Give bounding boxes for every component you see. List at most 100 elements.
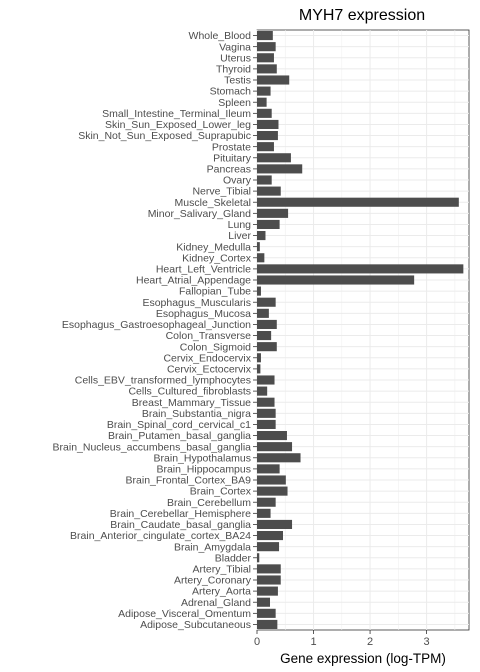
bar [257, 208, 289, 218]
bar [257, 153, 291, 163]
bar [257, 364, 261, 374]
bar [257, 64, 277, 74]
category-label: Fallopian_Tube [179, 286, 251, 298]
bar [257, 542, 280, 552]
bar [257, 331, 272, 341]
category-label: Bladder [215, 552, 252, 564]
bar [257, 197, 459, 207]
bar [257, 164, 303, 174]
bar [257, 319, 277, 329]
bar [257, 308, 269, 318]
category-label: Brain_Nucleus_accumbens_basal_ganglia [53, 441, 252, 453]
category-label: Cells_Cultured_fibroblasts [128, 386, 251, 398]
category-label: Esophagus_Gastroesophageal_Junction [62, 319, 251, 331]
category-label: Esophagus_Mucosa [156, 308, 251, 320]
category-label: Brain_Spinal_cord_cervical_c1 [107, 419, 251, 431]
category-label: Skin_Sun_Exposed_Lower_leg [105, 119, 251, 131]
bar [257, 86, 271, 96]
category-label: Adrenal_Gland [181, 597, 251, 609]
category-label: Brain_Cerebellar_Hemisphere [110, 508, 251, 520]
bar [257, 597, 271, 607]
category-label: Whole_Blood [189, 30, 252, 42]
bar [257, 453, 301, 463]
bar [257, 586, 278, 596]
bar [257, 253, 265, 263]
bar [257, 31, 273, 41]
x-tick-label: 3 [424, 636, 430, 648]
category-label: Ovary [223, 175, 252, 187]
bars [257, 31, 464, 629]
bar [257, 264, 464, 274]
category-labels: Whole_BloodVaginaUterusThyroidTestisStom… [53, 30, 257, 631]
bar [257, 442, 293, 452]
x-tick-label: 1 [310, 636, 316, 648]
bar [257, 42, 276, 52]
category-label: Heart_Atrial_Appendage [136, 275, 251, 287]
bar [257, 608, 276, 618]
category-label: Brain_Substantia_nigra [142, 408, 251, 420]
category-label: Esophagus_Muscularis [142, 297, 251, 309]
bar [257, 531, 284, 541]
category-label: Pancreas [207, 163, 251, 175]
bar [257, 475, 286, 485]
category-label: Brain_Hippocampus [156, 463, 251, 475]
x-tick-label: 2 [367, 636, 373, 648]
bar [257, 497, 276, 507]
category-label: Brain_Hypothalamus [154, 452, 251, 464]
category-label: Lung [228, 219, 252, 231]
category-label: Kidney_Medulla [176, 241, 251, 253]
category-label: Heart_Left_Ventricle [156, 263, 251, 275]
bar [257, 142, 274, 152]
bar [257, 75, 290, 85]
category-label: Brain_Cortex [190, 486, 252, 498]
category-label: Brain_Anterior_cingulate_cortex_BA24 [70, 530, 251, 542]
bar [257, 108, 272, 118]
category-label: Brain_Amygdala [174, 541, 251, 553]
category-label: Artery_Coronary [174, 575, 252, 587]
bar [257, 408, 276, 418]
category-label: Brain_Frontal_Cortex_BA9 [126, 475, 252, 487]
category-label: Uterus [220, 52, 251, 64]
bar [257, 619, 278, 629]
category-label: Skin_Not_Sun_Exposed_Suprapubic [78, 130, 251, 142]
category-label: Brain_Caudate_basal_ganglia [110, 519, 251, 531]
category-label: Nerve_Tibial [192, 186, 251, 198]
bar [257, 486, 288, 496]
category-label: Small_Intestine_Terminal_Ileum [102, 108, 251, 120]
bar [257, 519, 293, 529]
bar [257, 397, 275, 407]
bar [257, 419, 276, 429]
bar [257, 353, 261, 363]
category-label: Cervix_Ectocervix [167, 363, 252, 375]
category-label: Adipose_Visceral_Omentum [118, 608, 251, 620]
bar [257, 286, 261, 296]
bar [257, 231, 266, 241]
bar [257, 119, 279, 129]
x-tick-label: 0 [254, 636, 260, 648]
bar [257, 464, 280, 474]
bar [257, 219, 280, 229]
bar [257, 275, 415, 285]
x-axis-ticks: 0 1 2 3 [254, 630, 430, 648]
category-label: Artery_Aorta [192, 586, 251, 598]
bar [257, 431, 287, 441]
category-label: Thyroid [216, 63, 251, 75]
bar [257, 242, 260, 252]
category-label: Prostate [212, 141, 251, 153]
category-label: Spleen [218, 97, 251, 109]
category-label: Breast_Mammary_Tissue [132, 397, 251, 409]
category-label: Testis [224, 75, 251, 87]
bar [257, 297, 276, 307]
category-label: Brain_Cerebellum [167, 497, 251, 509]
category-label: Cervix_Endocervix [163, 352, 251, 364]
category-label: Stomach [210, 86, 252, 98]
bar [257, 342, 277, 352]
bar [257, 175, 272, 185]
category-label: Artery_Tibial [192, 563, 251, 575]
bar [257, 564, 281, 574]
x-axis-title: Gene expression (log-TPM) [280, 651, 446, 666]
bar [257, 97, 267, 107]
category-label: Minor_Salivary_Gland [148, 208, 251, 220]
bar [257, 131, 278, 141]
